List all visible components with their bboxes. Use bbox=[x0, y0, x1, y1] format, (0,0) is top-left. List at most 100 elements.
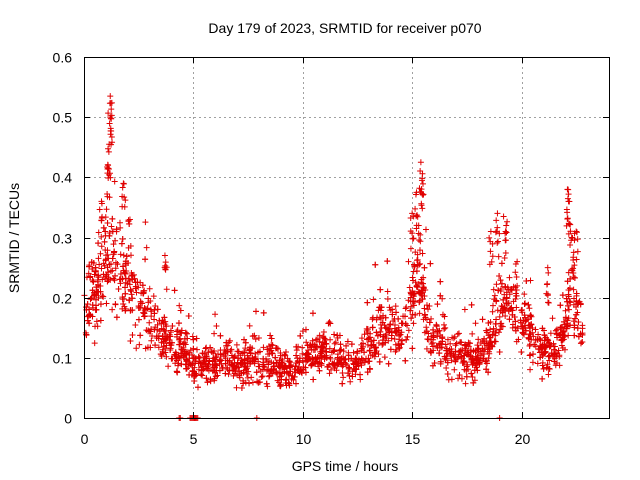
data-point bbox=[95, 272, 102, 279]
data-point bbox=[205, 349, 212, 356]
data-point bbox=[309, 360, 316, 367]
data-point bbox=[368, 341, 375, 348]
data-point bbox=[268, 350, 275, 357]
data-point bbox=[372, 261, 379, 268]
data-point bbox=[498, 260, 505, 267]
data-point bbox=[274, 377, 281, 384]
data-point bbox=[97, 250, 104, 257]
data-point bbox=[369, 324, 376, 331]
x-axis-label: GPS time / hours bbox=[292, 458, 399, 474]
data-point bbox=[312, 346, 319, 353]
data-point bbox=[573, 256, 580, 263]
data-point bbox=[244, 359, 251, 366]
data-point bbox=[237, 360, 244, 367]
data-point bbox=[101, 262, 108, 269]
data-point bbox=[410, 293, 417, 300]
x-tick-label: 0 bbox=[81, 431, 89, 447]
data-point bbox=[160, 326, 167, 333]
data-point bbox=[203, 344, 210, 351]
data-point bbox=[111, 248, 118, 255]
data-point bbox=[500, 296, 507, 303]
data-point bbox=[409, 235, 416, 242]
data-point bbox=[532, 326, 539, 333]
data-point bbox=[526, 325, 533, 332]
data-point bbox=[577, 340, 584, 347]
data-point bbox=[503, 294, 510, 301]
data-point bbox=[242, 339, 249, 346]
data-point bbox=[99, 293, 106, 300]
data-point bbox=[543, 281, 550, 288]
data-point bbox=[126, 216, 133, 223]
data-point bbox=[277, 350, 284, 357]
data-point bbox=[261, 364, 268, 371]
data-point bbox=[92, 268, 99, 275]
data-point bbox=[217, 356, 224, 363]
data-point bbox=[397, 331, 404, 338]
data-point bbox=[228, 361, 235, 368]
data-point bbox=[189, 360, 196, 367]
data-point bbox=[99, 213, 106, 220]
data-point bbox=[117, 251, 124, 258]
data-point bbox=[545, 353, 552, 360]
data-point bbox=[129, 273, 136, 280]
data-point bbox=[575, 333, 582, 340]
data-point bbox=[543, 290, 550, 297]
data-point bbox=[343, 342, 350, 349]
data-point bbox=[386, 329, 393, 336]
data-point bbox=[569, 235, 576, 242]
data-point bbox=[347, 378, 354, 385]
data-point bbox=[107, 93, 114, 100]
data-point bbox=[379, 319, 386, 326]
data-point bbox=[496, 313, 503, 320]
data-point bbox=[103, 206, 110, 213]
data-point bbox=[314, 343, 321, 350]
data-point bbox=[323, 341, 330, 348]
data-point bbox=[571, 315, 578, 322]
data-point bbox=[121, 303, 128, 310]
data-point bbox=[492, 321, 499, 328]
data-point bbox=[108, 99, 115, 106]
data-point bbox=[502, 228, 509, 235]
data-point bbox=[107, 114, 114, 121]
data-point bbox=[152, 342, 159, 349]
data-point bbox=[493, 217, 500, 224]
data-point bbox=[233, 341, 240, 348]
data-point bbox=[442, 324, 449, 331]
data-point bbox=[268, 347, 275, 354]
data-point bbox=[461, 306, 468, 313]
data-point bbox=[502, 237, 509, 244]
data-point bbox=[527, 313, 534, 320]
data-point bbox=[286, 372, 293, 379]
data-point bbox=[128, 291, 135, 298]
data-point bbox=[536, 335, 543, 342]
data-point bbox=[105, 110, 112, 117]
data-point bbox=[392, 303, 399, 310]
data-point bbox=[249, 333, 256, 340]
data-point bbox=[303, 350, 310, 357]
data-point bbox=[105, 145, 112, 152]
data-point bbox=[86, 306, 93, 313]
data-point bbox=[204, 365, 211, 372]
data-point bbox=[112, 265, 119, 272]
data-point bbox=[418, 202, 425, 209]
data-point bbox=[255, 379, 262, 386]
data-point bbox=[290, 376, 297, 383]
data-point bbox=[101, 238, 108, 245]
data-point bbox=[382, 339, 389, 346]
data-point bbox=[536, 349, 543, 356]
data-point bbox=[472, 320, 479, 327]
data-point bbox=[463, 373, 470, 380]
data-point bbox=[119, 193, 126, 200]
data-point bbox=[410, 298, 417, 305]
data-point bbox=[260, 344, 267, 351]
data-point bbox=[565, 302, 572, 309]
data-point bbox=[141, 310, 148, 317]
data-point bbox=[246, 322, 253, 329]
data-point bbox=[117, 224, 124, 231]
data-point bbox=[568, 234, 575, 241]
data-point bbox=[452, 342, 459, 349]
data-point bbox=[308, 344, 315, 351]
data-point bbox=[184, 357, 191, 364]
data-point bbox=[112, 301, 119, 308]
data-point bbox=[410, 320, 417, 327]
